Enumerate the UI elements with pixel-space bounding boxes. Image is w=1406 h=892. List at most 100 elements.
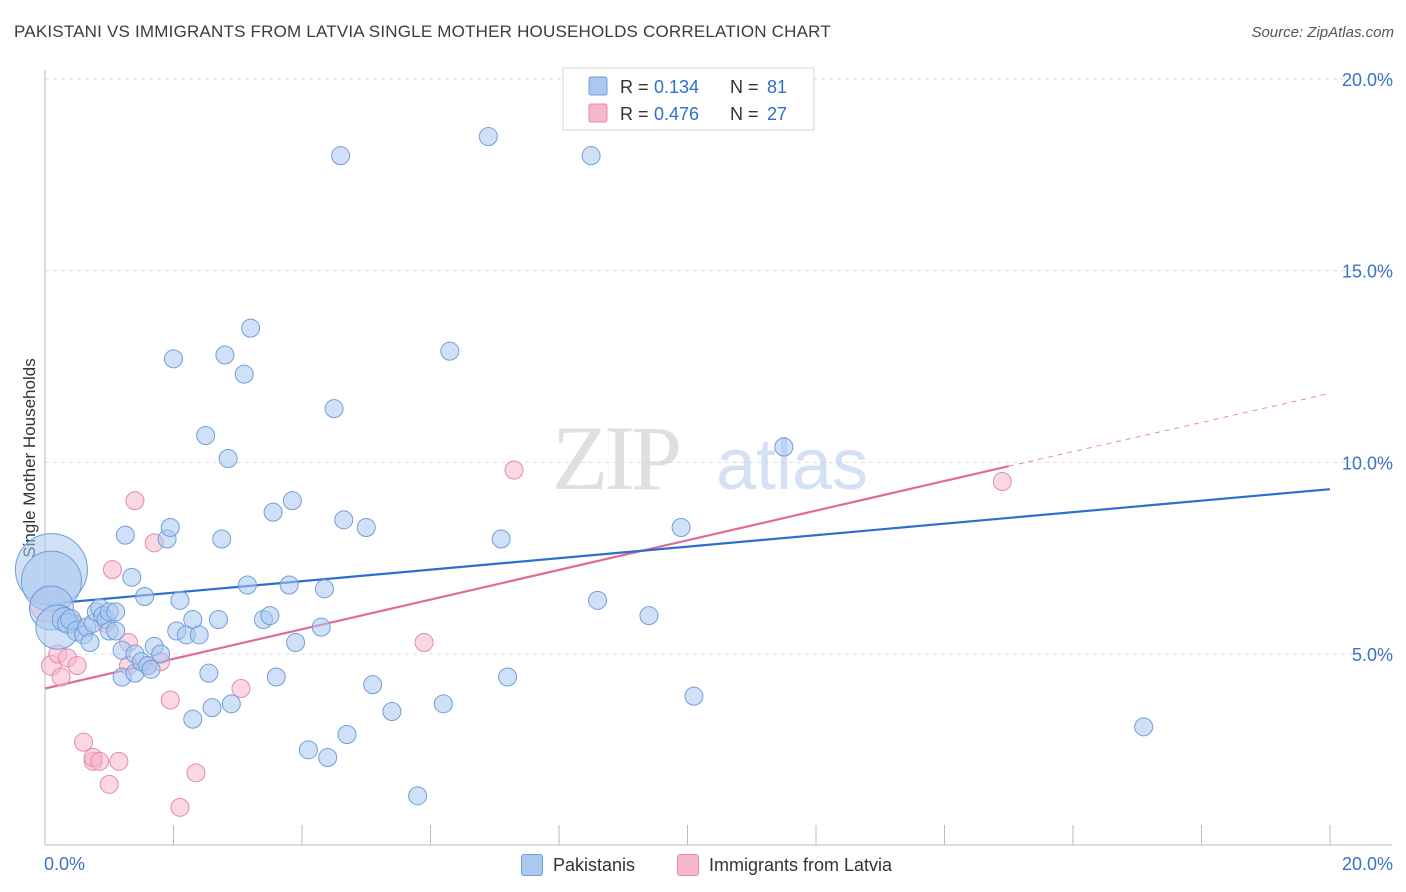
pakistani-point-36 — [170, 590, 190, 610]
pakistani-point-70 — [408, 786, 428, 806]
pakistani-point-69 — [382, 702, 402, 721]
pakistani-point-75 — [498, 667, 518, 687]
pakistani-point-34 — [164, 349, 183, 369]
pakistani-point-76 — [581, 146, 601, 166]
pakistani-point-77 — [588, 590, 608, 610]
latvia-trend-line — [44, 465, 1009, 690]
pakistani-point-60 — [311, 617, 331, 637]
y-tick-label-2: 15.0% — [1342, 262, 1393, 282]
pakistani-point-45 — [212, 529, 232, 549]
x-tick-label-0: 0.0% — [44, 854, 85, 874]
pakistani-point-64 — [331, 146, 351, 166]
latvia-point-27 — [992, 472, 1012, 491]
pakistani-point-71 — [433, 694, 453, 714]
pakistani-point-29 — [141, 659, 161, 679]
legend-swatch-pakistanis-bottom — [521, 854, 543, 876]
pakistani-point-68 — [363, 675, 383, 695]
pakistani-point-44 — [208, 610, 228, 629]
latvia-point-23 — [186, 763, 206, 783]
latvia-point-26 — [504, 460, 524, 480]
latvia-point-3 — [51, 667, 71, 687]
latvia-point-14 — [109, 751, 129, 771]
pakistani-point-72 — [440, 341, 460, 361]
pakistani-point-74 — [491, 529, 511, 549]
pakistani-point-38 — [183, 709, 203, 729]
pakistani-point-19 — [106, 621, 126, 641]
pakistani-point-22 — [115, 525, 135, 545]
pakistani-point-42 — [199, 663, 219, 683]
pakistani-point-41 — [196, 426, 216, 445]
pakistani-point-40 — [189, 625, 209, 645]
trend-lines — [44, 392, 1331, 690]
axes — [44, 70, 1392, 846]
latvia-point-21 — [160, 690, 180, 710]
watermark-atlas: atlas — [716, 425, 868, 505]
legend-n-label-1: N = — [730, 77, 759, 97]
y-tick-label-3: 20.0% — [1342, 70, 1393, 90]
pakistani-point-46 — [215, 345, 235, 365]
legend-r-value-2: 0.476 — [654, 104, 699, 124]
pakistani-points — [14, 127, 1154, 806]
pakistani-point-31 — [151, 644, 171, 664]
pakistani-point-57 — [282, 491, 302, 511]
latvia-point-25 — [414, 633, 434, 652]
pakistani-point-63 — [324, 399, 344, 419]
pakistani-point-81 — [774, 437, 794, 457]
legend-r-label-1: R = — [620, 77, 649, 97]
watermark: ZIP atlas — [552, 407, 868, 509]
pakistani-point-48 — [221, 694, 241, 714]
x-tick-labels: 0.0% 20.0% — [44, 854, 1393, 874]
pakistani-point-61 — [314, 579, 334, 599]
legend-label-pakistanis: Pakistanis — [553, 854, 636, 875]
legend-n-value-1: 81 — [767, 77, 787, 97]
pakistani-point-82 — [1134, 717, 1154, 737]
legend-n-value-2: 27 — [767, 104, 787, 124]
chart-title: PAKISTANI VS IMMIGRANTS FROM LATVIA SING… — [14, 22, 831, 41]
latvia-point-7 — [74, 732, 94, 752]
pakistani-point-10 — [80, 633, 100, 652]
latvia-point-17 — [125, 491, 145, 511]
legend-item-latvia: Immigrants from Latvia — [677, 851, 892, 879]
pakistani-point-27 — [135, 587, 155, 606]
pakistani-point-67 — [356, 518, 376, 537]
pakistani-point-79 — [671, 518, 691, 537]
x-tick-label-1: 20.0% — [1342, 854, 1393, 874]
pakistani-point-49 — [234, 364, 254, 384]
latvia-point-24 — [231, 679, 251, 698]
y-tick-label-1: 10.0% — [1342, 453, 1393, 473]
y-tick-labels: 5.0% 10.0% 15.0% 20.0% — [1342, 70, 1393, 665]
pakistani-point-33 — [160, 518, 180, 537]
pakistani-point-47 — [218, 449, 238, 468]
legend-n-label-2: N = — [730, 104, 759, 124]
pakistani-point-50 — [237, 575, 257, 595]
legend-item-pakistanis: Pakistanis — [521, 851, 635, 879]
pakistani-point-80 — [684, 686, 704, 706]
legend-swatch-latvia-bottom — [677, 854, 699, 876]
pakistani-point-54 — [263, 502, 283, 522]
pakistani-point-65 — [334, 510, 354, 530]
legend-swatch-pakistanis — [588, 76, 608, 96]
pakistani-point-23 — [122, 567, 142, 587]
legend-bottom: Pakistanis Immigrants from Latvia — [0, 851, 1406, 879]
pakistani-point-78 — [639, 606, 659, 626]
pakistani-point-51 — [241, 318, 261, 338]
legend-r-label-2: R = — [620, 104, 649, 124]
source-credit: Source: ZipAtlas.com — [1251, 24, 1394, 41]
pakistani-point-43 — [202, 698, 222, 718]
latvia-point-10 — [90, 751, 110, 771]
legend-swatch-latvia — [588, 103, 608, 123]
latvia-point-6 — [67, 656, 87, 675]
pakistani-point-17 — [106, 602, 126, 622]
latvia-point-12 — [99, 774, 119, 794]
pakistani-point-66 — [337, 725, 357, 744]
latvia-point-22 — [170, 797, 190, 817]
grid-lines — [45, 78, 1392, 655]
watermark-zip: ZIP — [552, 407, 679, 509]
pakistani-point-56 — [279, 575, 299, 595]
legend-label-latvia: Immigrants from Latvia — [709, 854, 893, 875]
pakistani-point-53 — [260, 606, 280, 626]
pakistani-point-73 — [478, 127, 498, 146]
pakistani-point-62 — [318, 748, 338, 767]
pakistani-point-58 — [286, 633, 306, 652]
